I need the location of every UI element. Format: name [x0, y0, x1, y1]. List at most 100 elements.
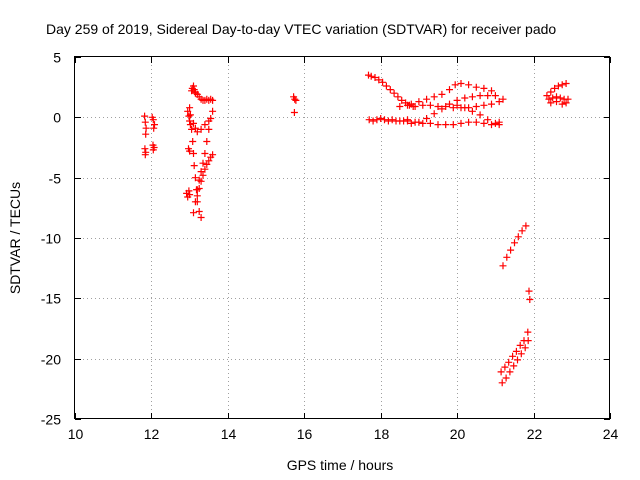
data-point — [514, 356, 521, 364]
series-arc-13.2-curl — [191, 88, 217, 104]
data-point — [442, 103, 450, 110]
data-point — [547, 99, 555, 107]
data-point — [398, 96, 406, 104]
data-point — [209, 107, 217, 115]
data-point — [388, 116, 396, 124]
data-point — [209, 151, 217, 159]
data-point — [480, 84, 488, 92]
data-point — [191, 124, 199, 132]
data-point — [205, 117, 213, 125]
data-point — [381, 116, 388, 124]
y-tick-label: -5 — [49, 171, 62, 187]
data-point — [426, 119, 434, 127]
data-point — [377, 115, 385, 122]
series-arc-21.5-low — [497, 328, 532, 376]
data-point — [195, 208, 203, 215]
data-point — [497, 368, 505, 376]
data-point — [193, 192, 201, 200]
data-point — [141, 151, 149, 159]
data-point — [386, 86, 394, 94]
data-point — [488, 100, 495, 108]
data-point — [185, 112, 193, 120]
data-point — [562, 99, 570, 107]
series-arc-21.5-line — [499, 222, 530, 270]
data-point — [404, 117, 411, 125]
data-point — [184, 107, 192, 115]
data-point — [186, 121, 194, 129]
data-point — [379, 78, 387, 86]
data-point — [190, 82, 197, 90]
data-point — [472, 83, 480, 91]
y-tick-label: 5 — [53, 50, 61, 66]
x-axis-title: GPS time / hours — [287, 457, 394, 473]
data-point — [426, 101, 434, 109]
data-point — [186, 104, 194, 112]
y-tick-label: -10 — [41, 231, 61, 247]
data-point — [457, 80, 465, 87]
series-arc-15.75 — [290, 93, 300, 116]
data-point — [488, 121, 495, 129]
series-arc-21.5-low2 — [498, 337, 532, 387]
series-arc-13.0 — [184, 107, 194, 155]
data-point — [509, 352, 517, 360]
series-arc-17.7-bottom — [365, 115, 411, 125]
data-point — [480, 101, 488, 109]
series-arc-11.85 — [141, 112, 150, 159]
data-point — [476, 111, 484, 119]
data-point — [201, 121, 209, 129]
data-point — [516, 341, 524, 349]
data-point — [468, 107, 476, 115]
data-point — [186, 147, 194, 155]
series-arc-19.0-bottom — [404, 117, 503, 129]
y-tick-label: -20 — [41, 352, 61, 368]
data-point — [191, 174, 199, 182]
data-point — [141, 118, 149, 126]
plot-frame — [74, 56, 610, 419]
series-arc-18.5-upper — [407, 80, 495, 108]
data-point — [480, 119, 488, 127]
data-point — [434, 121, 442, 129]
data-point — [517, 350, 525, 358]
data-point — [547, 88, 555, 96]
data-point — [525, 287, 533, 295]
series-arc-18.8-rise — [407, 92, 507, 127]
data-point — [411, 118, 419, 126]
data-point — [524, 328, 532, 336]
data-point — [514, 233, 522, 241]
data-point — [185, 187, 193, 195]
data-point — [197, 168, 205, 176]
data-point — [203, 138, 211, 145]
data-point — [291, 95, 299, 103]
x-tick-label: 18 — [374, 426, 390, 442]
data-point — [205, 157, 213, 165]
data-point — [193, 128, 201, 136]
data-point — [292, 96, 300, 104]
series-arc-13.4-ramp2 — [193, 151, 217, 200]
data-point — [142, 130, 150, 138]
data-point — [423, 95, 431, 103]
data-point — [430, 110, 438, 118]
data-point — [186, 191, 194, 199]
data-point — [419, 119, 427, 127]
data-point — [461, 104, 469, 112]
series-arc-20.0-down — [453, 101, 503, 127]
data-point — [502, 374, 510, 382]
data-point — [451, 81, 459, 89]
data-point — [491, 92, 499, 100]
data-point — [551, 84, 559, 92]
data-point — [199, 159, 207, 167]
data-point — [190, 119, 197, 127]
data-point — [524, 337, 532, 345]
data-point — [449, 121, 457, 129]
data-point — [506, 368, 514, 376]
data-point — [151, 121, 158, 129]
x-tick-label: 12 — [144, 426, 160, 442]
data-point — [507, 246, 515, 254]
data-point — [522, 222, 530, 230]
data-point — [142, 124, 150, 132]
data-point — [465, 81, 473, 89]
data-point — [190, 150, 197, 157]
data-point — [384, 117, 392, 125]
data-point — [195, 185, 203, 192]
data-point — [197, 125, 205, 133]
